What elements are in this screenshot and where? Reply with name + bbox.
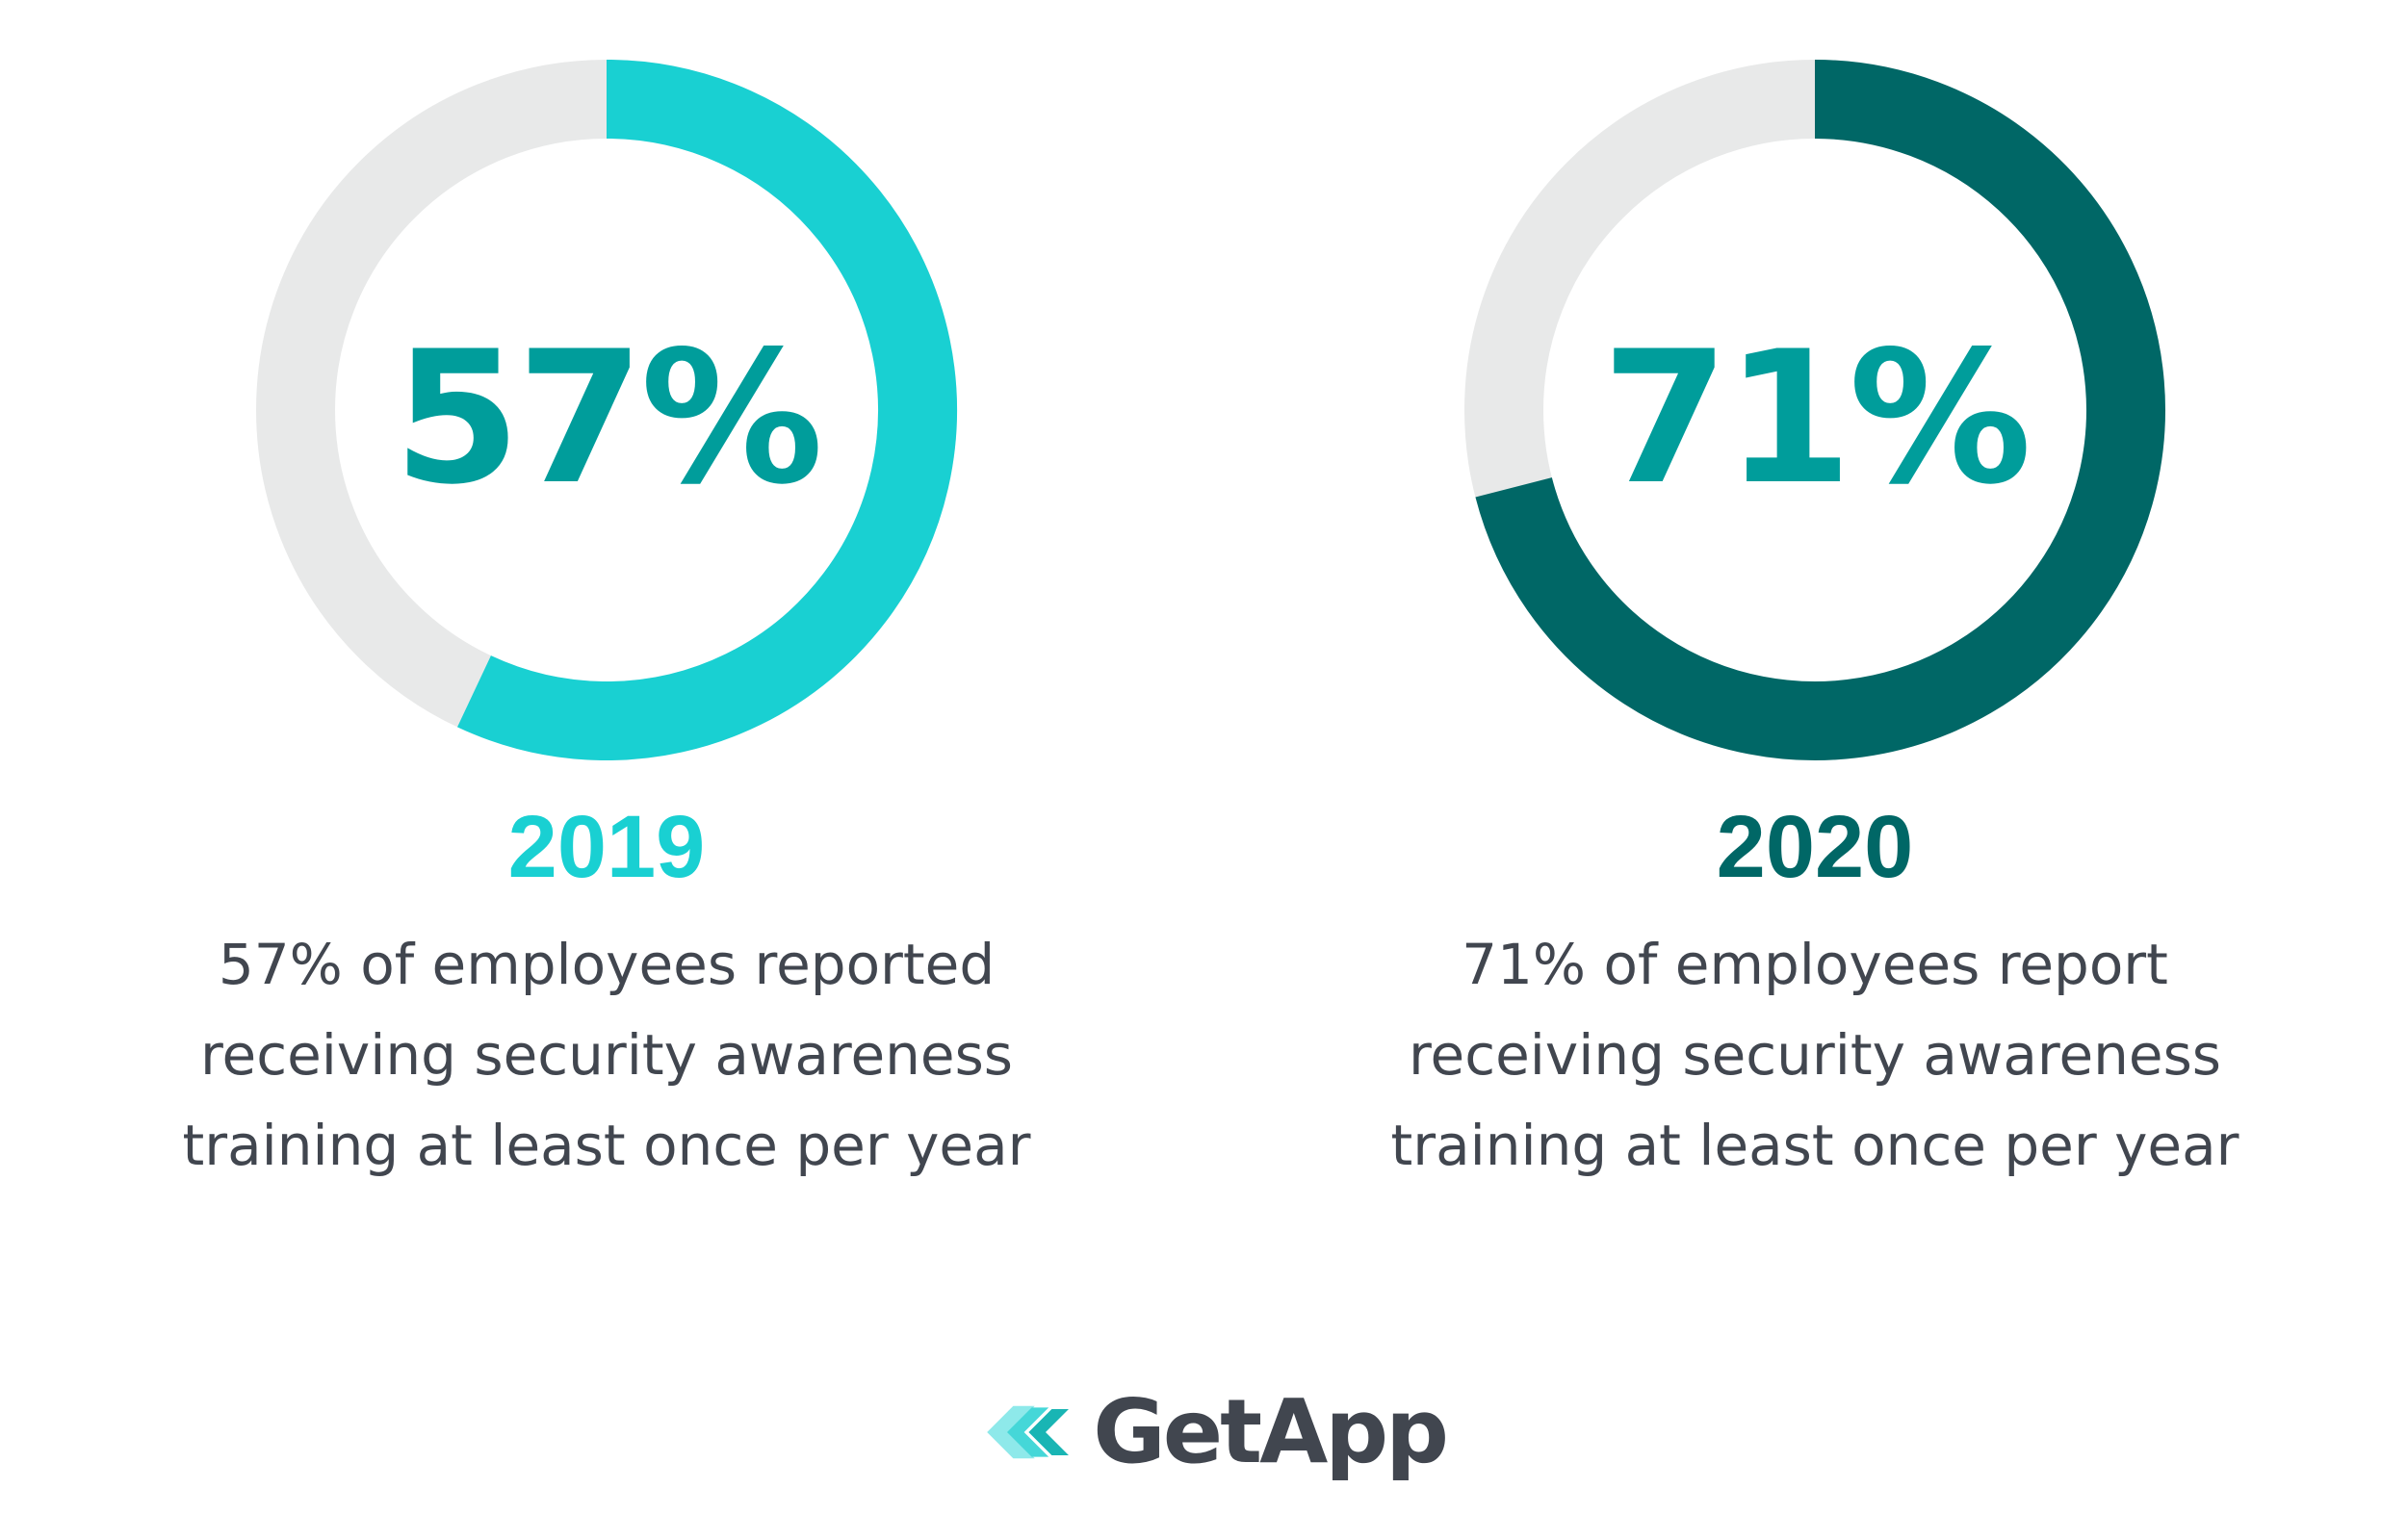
description-line: receiving security awareness bbox=[1408, 1022, 2222, 1088]
year-label-2020: 2020 bbox=[1716, 798, 1914, 896]
donut-arc-2020 bbox=[1475, 60, 2165, 760]
getapp-chevrons-icon bbox=[987, 1405, 1069, 1459]
description-line: receiving security awareness bbox=[199, 1022, 1014, 1088]
donut-center-value-2019: 57% bbox=[394, 312, 820, 525]
donut-chart-2019: 57% bbox=[125, 0, 1088, 866]
donut-panel-2019: 57% 2019 57% of employees reported recei… bbox=[125, 0, 1088, 1251]
brand-logo: GetApp bbox=[984, 1374, 1449, 1490]
brand-name: GetApp bbox=[1093, 1380, 1449, 1483]
description-2019: 57% of employees reported receiving secu… bbox=[125, 919, 1088, 1191]
donut-panel-2020: 71% 2020 71% of employees report receivi… bbox=[1333, 0, 2296, 1251]
donut-center-value-2020: 71% bbox=[1602, 312, 2029, 525]
logo-chevron-dark bbox=[1028, 1409, 1069, 1455]
logo-chevron-light bbox=[987, 1405, 1035, 1459]
description-2020: 71% of employees report receiving securi… bbox=[1333, 919, 2296, 1191]
logo-chevron-mid bbox=[1006, 1407, 1049, 1457]
description-line: training at least once per year bbox=[182, 1113, 1031, 1178]
description-line: 71% of employees report bbox=[1462, 932, 2168, 997]
year-label-2019: 2019 bbox=[507, 798, 706, 896]
donut-arc-2019 bbox=[457, 60, 957, 760]
description-line: training at least once per year bbox=[1390, 1113, 2239, 1178]
description-line: 57% of employees reported bbox=[218, 932, 996, 997]
donut-chart-2020: 71% bbox=[1333, 0, 2296, 866]
